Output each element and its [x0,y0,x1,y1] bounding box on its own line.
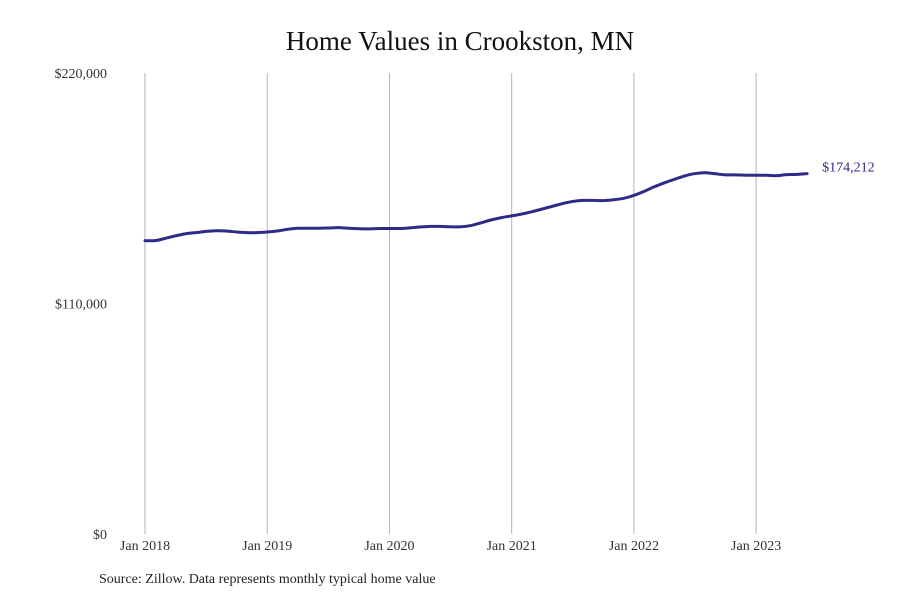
x-tick-label: Jan 2022 [609,539,659,554]
source-note: Source: Zillow. Data represents monthly … [99,572,436,587]
y-tick-label: $220,000 [55,67,108,82]
series-line [143,171,809,243]
x-tick-label: Jan 2018 [120,539,170,554]
x-axis: Jan 2018 Jan 2019 Jan 2020 Jan 2021 Jan 2022… [120,539,781,554]
y-tick-label: $110,000 [55,298,107,313]
x-tick-label: Jan 2020 [364,539,414,554]
y-tick-label: $0 [93,528,107,543]
series-layer: $174,212 [143,161,875,243]
x-tick-label: Jan 2021 [487,539,537,554]
y-axis: $0 $110,000 $220,000 [55,67,108,543]
x-tick-label: Jan 2019 [242,539,292,554]
gridlines [144,73,757,534]
chart-title: Home Values in Crookston, MN [285,26,635,56]
series-end-label: $174,212 [822,161,875,176]
x-tick-label: Jan 2023 [731,539,781,554]
